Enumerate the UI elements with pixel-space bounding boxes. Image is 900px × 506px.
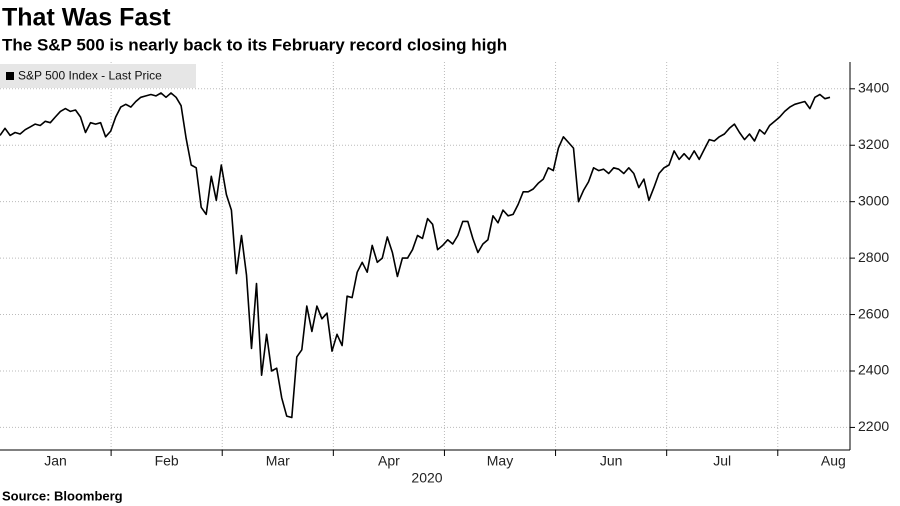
x-tick-label: Aug	[821, 453, 846, 469]
chart-subtitle: The S&P 500 is nearly back to its Februa…	[2, 35, 507, 54]
y-tick-label: 3000	[858, 192, 889, 208]
chart-title: That Was Fast	[2, 4, 171, 32]
y-tick-label: 3200	[858, 136, 889, 152]
y-tick-label: 3400	[858, 80, 889, 96]
x-tick-label: Jun	[600, 453, 623, 469]
x-tick-label: Mar	[266, 453, 290, 469]
x-tick-label: May	[487, 453, 513, 469]
y-tick-label: 2600	[858, 305, 889, 321]
y-tick-label: 2400	[858, 362, 889, 378]
x-tick-label: Apr	[378, 453, 400, 469]
legend-label: S&P 500 Index - Last Price	[18, 69, 162, 83]
x-axis-label: 2020	[411, 470, 442, 486]
legend-swatch	[6, 72, 14, 80]
price-line	[0, 92, 831, 419]
y-tick-label: 2800	[858, 249, 889, 265]
y-tick-label: 2200	[858, 418, 889, 434]
x-tick-label: Jul	[713, 453, 731, 469]
source: Source: Bloomberg	[2, 488, 123, 503]
x-tick-label: Jan	[44, 453, 67, 469]
legend-box	[0, 64, 196, 88]
x-tick-label: Feb	[155, 453, 179, 469]
